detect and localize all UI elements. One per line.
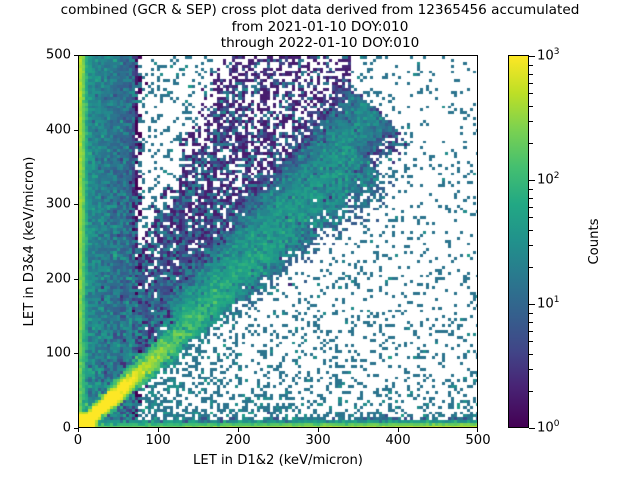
x-ticklabel-500: 500 (465, 433, 491, 448)
x-ticklabel-400: 400 (385, 433, 411, 448)
x-ticklabel-200: 200 (225, 433, 251, 448)
plot-area[interactable] (78, 55, 478, 428)
y-tick-300 (74, 204, 78, 205)
colorbar-tick-10 (529, 304, 535, 305)
y-ticklabel-0: 0 (62, 420, 71, 436)
colorbar-label: Counts (587, 218, 602, 265)
y-tick-100 (74, 353, 78, 354)
x-tick-500 (477, 428, 478, 432)
colorbar-minor-tick-800 (529, 65, 533, 66)
colorbar-minor-tick-5 (529, 341, 533, 342)
chart-title-line-2: from 2021-01-10 DOY:010 (231, 18, 409, 35)
colorbar-ticklabel-1000: 103 (537, 47, 560, 64)
colorbar-tick-1000 (529, 56, 535, 57)
colorbar-minor-tick-7 (529, 322, 533, 323)
colorbar-minor-tick-8 (529, 313, 533, 314)
y-axis-label: LET in D3&4 (keV/micron) (22, 156, 37, 327)
colorbar-minor-tick-6 (529, 331, 533, 332)
x-tick-300 (318, 428, 319, 432)
colorbar-minor-tick-20 (529, 267, 533, 268)
colorbar-minor-tick-2 (529, 391, 533, 392)
colorbar-ticklabel-10: 101 (537, 295, 560, 312)
colorbar-minor-tick-400 (529, 106, 533, 107)
y-tick-0 (74, 428, 78, 429)
colorbar-tick-1 (529, 428, 535, 429)
scatter-heatmap-canvas (79, 56, 477, 427)
x-ticklabel-100: 100 (145, 433, 171, 448)
colorbar-minor-tick-4 (529, 354, 533, 355)
x-tick-200 (238, 428, 239, 432)
colorbar-minor-tick-80 (529, 189, 533, 190)
x-tick-400 (398, 428, 399, 432)
colorbar (508, 55, 529, 428)
colorbar-minor-tick-500 (529, 93, 533, 94)
colorbar-minor-tick-60 (529, 207, 533, 208)
y-tick-500 (74, 55, 78, 56)
x-tick-100 (158, 428, 159, 432)
colorbar-minor-tick-70 (529, 198, 533, 199)
colorbar-minor-tick-600 (529, 83, 533, 84)
colorbar-minor-tick-200 (529, 143, 533, 144)
colorbar-tick-100 (529, 180, 535, 181)
y-tick-200 (74, 279, 78, 280)
chart-title-line-1: combined (GCR & SEP) cross plot data der… (60, 2, 580, 18)
x-ticklabel-300: 300 (305, 433, 331, 448)
colorbar-minor-tick-40 (529, 230, 533, 231)
y-tick-400 (74, 130, 78, 131)
y-ticklabel-500: 500 (45, 47, 71, 63)
colorbar-ticklabel-100: 102 (537, 171, 560, 188)
colorbar-minor-tick-30 (529, 245, 533, 246)
y-ticklabel-100: 100 (45, 345, 71, 361)
y-ticklabel-200: 200 (45, 271, 71, 287)
x-ticklabel-0: 0 (73, 433, 83, 448)
x-tick-0 (78, 428, 79, 432)
colorbar-minor-tick-700 (529, 74, 533, 75)
y-ticklabel-300: 300 (45, 196, 71, 212)
colorbar-minor-tick-50 (529, 217, 533, 218)
colorbar-minor-tick-3 (529, 369, 533, 370)
colorbar-minor-tick-300 (529, 121, 533, 122)
chart-title-line-3: through 2022-01-10 DOY:010 (220, 35, 420, 51)
chart-title: combined (GCR & SEP) cross plot data der… (0, 2, 640, 52)
colorbar-ticklabel-1: 100 (537, 419, 560, 436)
x-axis-label: LET in D1&2 (keV/micron) (193, 453, 363, 468)
y-ticklabel-400: 400 (45, 122, 71, 138)
